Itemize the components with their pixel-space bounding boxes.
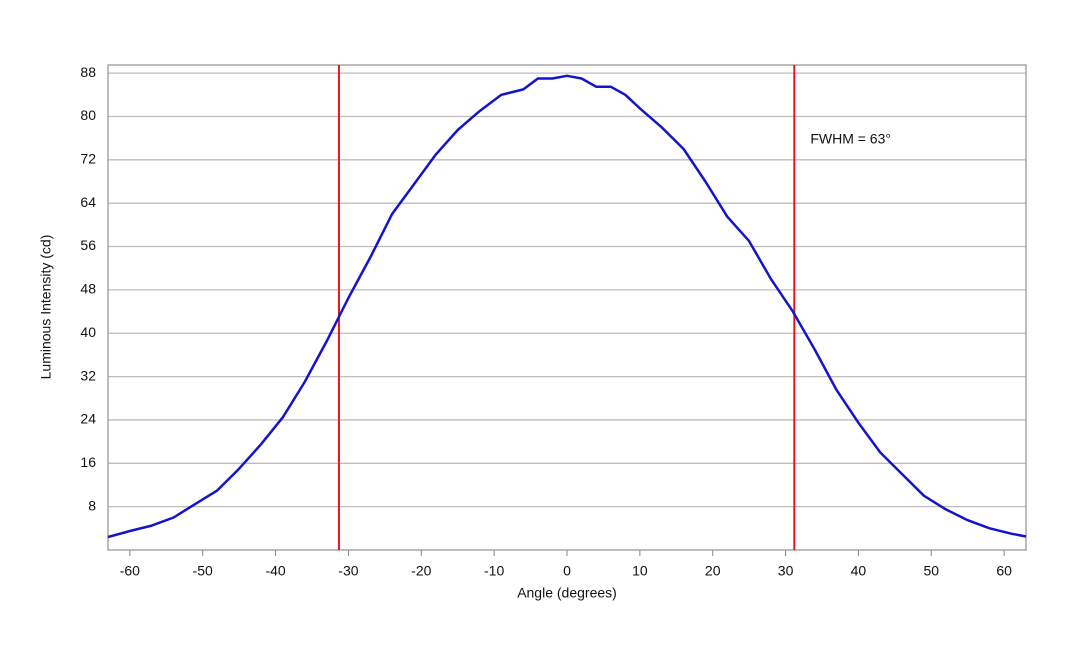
x-tick-label: 60 [996, 563, 1012, 579]
x-tick-label: 50 [923, 563, 939, 579]
x-tick-label: -50 [193, 563, 213, 579]
x-tick-label: 0 [563, 563, 571, 579]
y-axis-label: Luminous Intensity (cd) [38, 235, 54, 380]
y-tick-label: 88 [80, 64, 96, 80]
data-line [107, 74, 1027, 539]
x-tick-label: -30 [338, 563, 358, 579]
x-tick-label: 40 [851, 563, 867, 579]
x-tick-label: 10 [632, 563, 648, 579]
y-tick-label: 40 [80, 324, 96, 340]
y-tick-label: 16 [80, 454, 96, 470]
y-tick-label: 8 [88, 497, 96, 513]
x-tick-label: -20 [411, 563, 431, 579]
plot-frame [107, 64, 1027, 551]
annotation: FWHM = 63° [810, 131, 891, 147]
y-tick-label: 56 [80, 237, 96, 253]
y-tick-label: 48 [80, 281, 96, 297]
y-tick-label: 24 [80, 411, 96, 427]
y-tick-label: 80 [80, 107, 96, 123]
y-tick-label: 72 [80, 151, 96, 167]
x-tick-label: -10 [484, 563, 504, 579]
x-tick-label: 30 [778, 563, 794, 579]
x-tick-label: -60 [120, 563, 140, 579]
x-axis-label: Angle (degrees) [517, 585, 617, 601]
x-tick-label: -40 [265, 563, 285, 579]
x-tick-label: 20 [705, 563, 721, 579]
y-tick-label: 32 [80, 367, 96, 383]
y-tick-label: 64 [80, 194, 96, 210]
